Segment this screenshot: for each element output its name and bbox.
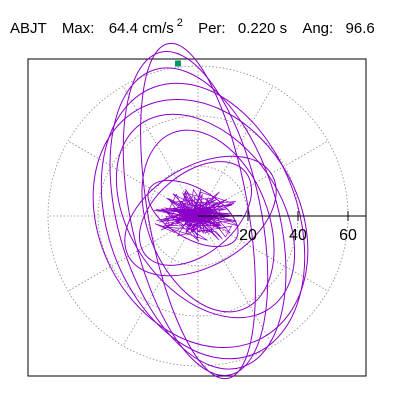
trace-loop-5 [92,98,309,349]
period-label: Per: [198,20,226,37]
peak-marker [175,60,181,67]
peak-markers [175,60,181,67]
trace-core [153,188,243,242]
x-tick-label-60: 60 [339,227,357,244]
period-unit: s [279,20,288,37]
trace-loop-1 [140,42,256,380]
trace-loop-2 [122,51,269,376]
x-axis: 20 40 60 [198,211,366,244]
x-tick-label-40: 40 [289,227,307,244]
max-value: 64.4 [108,20,138,37]
angle-value: 96.6 [345,20,375,37]
trace-loop-6 [115,113,296,319]
trace-loop-4 [100,82,306,360]
trace-loop-8 [124,155,277,277]
radial-line-300 [197,215,274,347]
trace-loop-7 [141,129,275,313]
motion-trace [92,42,309,380]
radial-line-210 [67,215,199,292]
x-tick-label-20: 20 [239,227,257,244]
radial-line-30 [197,140,329,217]
trace-loop-3 [109,67,287,370]
max-unit: cm/s [142,20,174,37]
chart-header: ABJT Max: 64.4 cm/s 2 Per: 0.220 s Ang: 9… [10,17,375,39]
period-value: 0.220 [237,20,276,37]
radial-line-120 [122,85,199,217]
angle-label: Ang: [302,20,334,37]
max-unit-exponent: 2 [176,17,183,29]
plot-frame [27,58,367,377]
station-code: ABJT [10,20,47,37]
max-label: Max: [61,20,95,37]
trace-loop-9 [138,161,253,266]
